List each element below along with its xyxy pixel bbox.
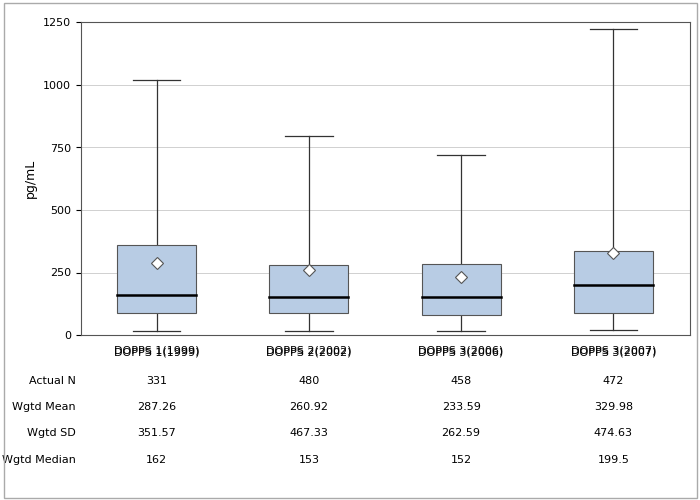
Text: 458: 458	[451, 376, 472, 386]
Text: DOPPS 1(1999): DOPPS 1(1999)	[114, 348, 200, 358]
Text: 260.92: 260.92	[289, 402, 328, 412]
Text: DOPPS 3(2006): DOPPS 3(2006)	[419, 348, 504, 358]
Text: DOPPS 2(2002): DOPPS 2(2002)	[266, 348, 351, 358]
Text: Wgtd Median: Wgtd Median	[1, 455, 76, 465]
Text: 480: 480	[298, 376, 319, 386]
Text: 162: 162	[146, 455, 167, 465]
Text: 351.57: 351.57	[137, 428, 176, 438]
Text: Actual N: Actual N	[29, 376, 76, 386]
Bar	[117, 244, 196, 312]
Text: 472: 472	[603, 376, 624, 386]
Text: 329.98: 329.98	[594, 402, 633, 412]
Text: 331: 331	[146, 376, 167, 386]
Text: 152: 152	[451, 455, 472, 465]
Text: Wgtd SD: Wgtd SD	[27, 428, 76, 438]
Text: 467.33: 467.33	[289, 428, 328, 438]
Text: 233.59: 233.59	[442, 402, 481, 412]
Bar	[574, 250, 653, 312]
Text: 199.5: 199.5	[597, 455, 629, 465]
Bar	[421, 264, 500, 314]
Text: 153: 153	[298, 455, 319, 465]
Text: 474.63: 474.63	[594, 428, 633, 438]
Y-axis label: pg/mL: pg/mL	[24, 159, 37, 198]
Bar	[270, 265, 349, 313]
Text: 262.59: 262.59	[442, 428, 481, 438]
Text: 287.26: 287.26	[137, 402, 176, 412]
Text: DOPPS 3(2007): DOPPS 3(2007)	[570, 348, 656, 358]
Text: Wgtd Mean: Wgtd Mean	[12, 402, 76, 412]
